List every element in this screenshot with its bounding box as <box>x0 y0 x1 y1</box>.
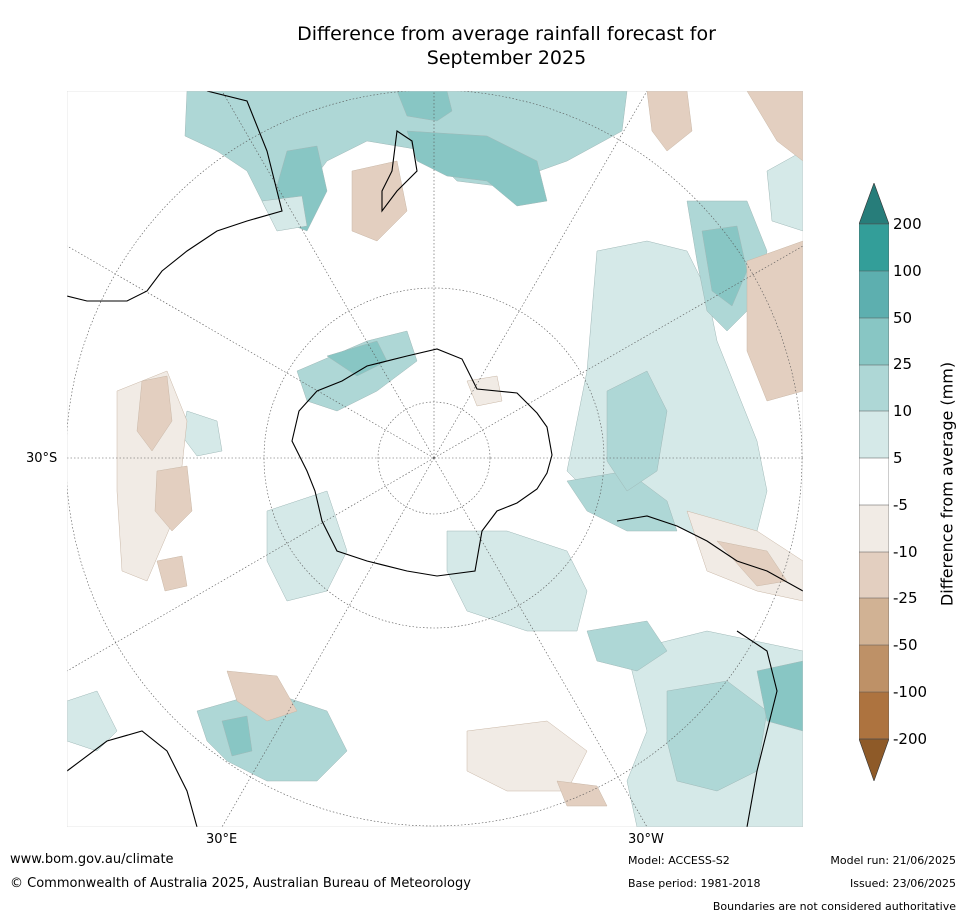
colorbar-tick-label: 25 <box>893 355 913 374</box>
footer-copyright: © Commonwealth of Australia 2025, Austra… <box>10 876 471 891</box>
rainfall-map <box>67 91 803 827</box>
lat-30s-label: 30°S <box>26 451 58 466</box>
new-zealand-coast <box>381 130 418 213</box>
colorbar-tick-label: 200 <box>893 215 922 233</box>
title-line-2: September 2025 <box>426 47 587 69</box>
footer-base-period: Base period: 1981-2018 <box>628 877 761 890</box>
colorbar-band-50-100 <box>859 271 889 318</box>
wet-anomaly-regions <box>67 91 803 827</box>
colorbar <box>859 183 889 781</box>
colorbar-tick-label: 100 <box>893 261 922 280</box>
colorbar-band-neg10-neg25 <box>859 552 889 598</box>
colorbar-wet-extreme <box>859 183 889 225</box>
colorbar-band-neg100-neg200 <box>859 692 889 739</box>
colorbar-tick-label: -25 <box>893 589 918 608</box>
africa-coast <box>67 730 198 827</box>
chart-title: Difference from average rainfall forecas… <box>0 22 965 70</box>
antarctica-coast <box>291 348 553 577</box>
title-line-1: Difference from average rainfall forecas… <box>297 23 716 45</box>
colorbar-tick-label: 10 <box>893 402 913 421</box>
colorbar-dry-extreme <box>859 738 889 781</box>
footer-url[interactable]: www.bom.gov.au/climate <box>10 852 174 867</box>
colorbar-tick-label: -100 <box>893 683 928 701</box>
colorbar-band-25-50 <box>859 318 889 365</box>
colorbar-band-neg25-neg50 <box>859 598 889 645</box>
lon-30w-label: 30°W <box>628 832 664 847</box>
colorbar-tick-label: -50 <box>893 636 918 655</box>
footer-model: Model: ACCESS-S2 <box>628 854 730 867</box>
footer-issued: Issued: 23/06/2025 <box>849 877 956 890</box>
graticule <box>67 91 803 827</box>
south-america-coast <box>616 515 803 827</box>
colorbar-band-5-10 <box>859 411 889 458</box>
colorbar-tick-label: 50 <box>893 308 913 327</box>
colorbar-band-100-200 <box>859 224 889 271</box>
colorbar-band-10-25 <box>859 365 889 411</box>
footer-model-run: Model run: 21/06/2025 <box>830 854 956 867</box>
colorbar-tick-label: -10 <box>893 542 918 561</box>
colorbar-band-neg50-neg100 <box>859 645 889 692</box>
colorbar-band-neutral <box>859 458 889 505</box>
australia-coast <box>67 91 283 302</box>
colorbar-tick-label: -200 <box>893 729 928 748</box>
coastlines <box>67 91 803 827</box>
lon-30e-label: 30°E <box>206 832 238 847</box>
footer-disclaimer: Boundaries are not considered authoritat… <box>712 900 956 913</box>
colorbar-band-neg5-neg10 <box>859 505 889 552</box>
colorbar-tick-label: 5 <box>893 449 903 467</box>
colorbar-title: Difference from average (mm) <box>937 361 957 607</box>
colorbar-tick-label: -5 <box>893 495 908 514</box>
